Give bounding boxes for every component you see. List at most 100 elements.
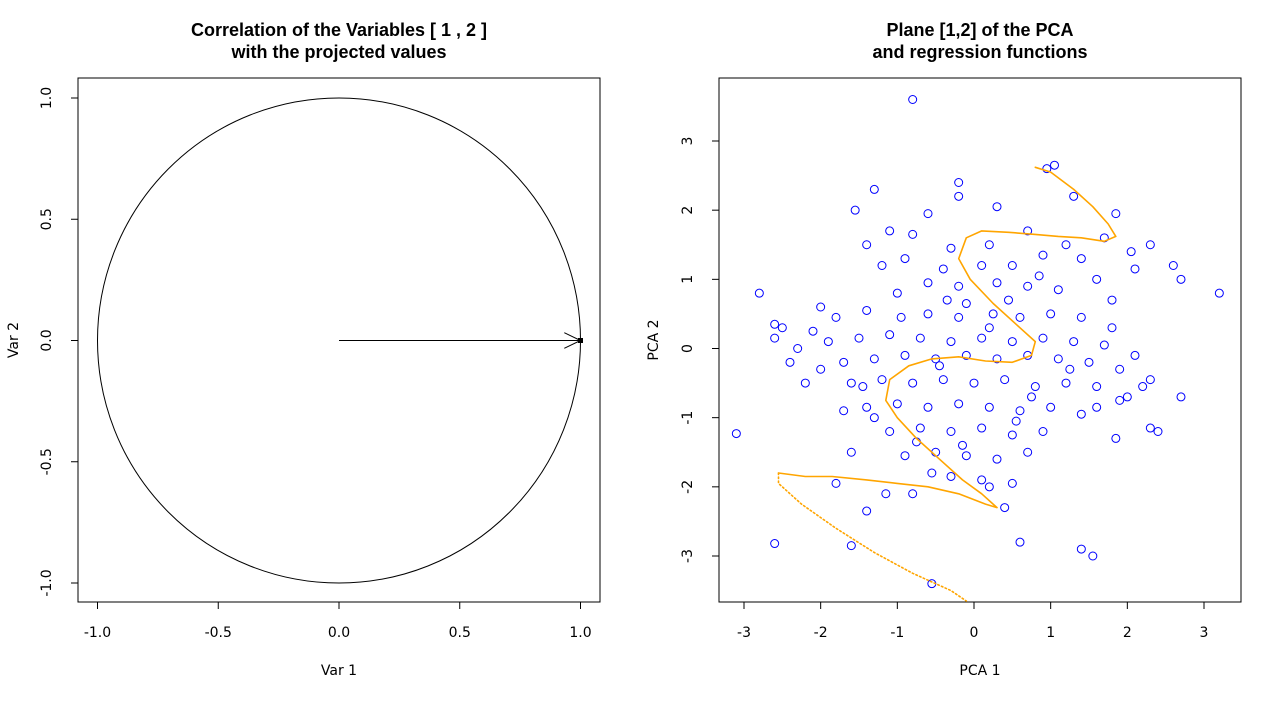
regression-curve-dotted — [777, 472, 968, 602]
data-point — [1038, 250, 1048, 260]
data-point — [1007, 261, 1017, 270]
y-tick-label: 2 — [680, 206, 696, 215]
data-point — [1145, 375, 1155, 385]
data-point — [1107, 295, 1117, 305]
data-point — [1038, 333, 1048, 343]
data-point — [896, 312, 906, 322]
data-point — [1088, 551, 1098, 561]
data-point — [961, 451, 971, 461]
data-point — [1115, 395, 1125, 405]
data-point — [977, 475, 987, 485]
data-point — [885, 226, 895, 236]
data-point — [1076, 312, 1086, 322]
data-point — [1065, 364, 1075, 374]
data-point — [850, 205, 860, 215]
chart2-y-axis-title: PCA 2 — [646, 319, 662, 360]
data-point — [1038, 427, 1048, 436]
chart1-content — [97, 97, 583, 584]
data-point — [877, 375, 887, 385]
pca-plane-chart: Plane [1,2] of the PCA and regression fu… — [646, 20, 1242, 679]
data-point — [958, 440, 967, 450]
y-tick-label: 1 — [680, 275, 696, 284]
data-point — [1092, 382, 1102, 392]
data-point — [923, 402, 933, 412]
chart2-title-line1: Plane [1,2] of the PCA — [886, 20, 1073, 40]
data-point — [954, 399, 964, 409]
data-point — [1027, 392, 1036, 402]
data-point — [908, 95, 918, 104]
data-point — [992, 454, 1002, 464]
y-tick-label: -2 — [680, 480, 696, 494]
data-point — [935, 361, 944, 371]
data-point — [1107, 323, 1117, 333]
x-tick-label: -1 — [890, 625, 904, 641]
variable-point — [578, 338, 583, 343]
data-point — [808, 326, 818, 336]
data-point — [954, 312, 964, 322]
chart2-x-axis-title: PCA 1 — [959, 663, 1000, 679]
data-point — [869, 354, 879, 364]
data-point — [946, 427, 956, 436]
data-point — [1111, 209, 1121, 219]
data-point — [1050, 160, 1059, 170]
data-point — [854, 333, 864, 343]
data-point — [1023, 281, 1033, 291]
data-point — [862, 506, 872, 516]
data-point — [969, 378, 979, 388]
x-tick-label: 0.5 — [449, 625, 471, 641]
data-point — [961, 299, 971, 309]
data-point — [977, 423, 987, 433]
data-point — [908, 489, 918, 499]
data-point — [858, 382, 868, 392]
data-point — [885, 427, 895, 436]
chart2-axes: -3 -2 -1 0 1 2 3 -3 -2 -1 0 1 2 3 — [680, 137, 1208, 641]
data-point — [1130, 264, 1140, 274]
data-point — [908, 378, 918, 388]
y-tick-label: 0.5 — [39, 208, 55, 230]
chart1-title-line1: Correlation of the Variables [ 1 , 2 ] — [191, 20, 487, 40]
data-point — [785, 357, 795, 367]
data-point — [1176, 392, 1186, 402]
y-tick-label: -1.0 — [39, 569, 55, 596]
data-point — [862, 240, 872, 250]
data-point — [961, 350, 971, 360]
data-point — [900, 350, 910, 360]
data-point — [869, 413, 879, 423]
data-point — [816, 302, 826, 312]
data-point — [1076, 544, 1086, 554]
data-point — [1061, 240, 1071, 250]
x-tick-label: 0.0 — [328, 625, 350, 641]
data-point — [881, 489, 891, 499]
data-point — [731, 429, 741, 439]
y-tick-label: 1.0 — [39, 87, 55, 109]
data-point — [946, 243, 956, 253]
x-tick-label: 1 — [1046, 625, 1055, 641]
data-point — [1168, 261, 1178, 270]
correlation-circle-chart: Correlation of the Variables [ 1 , 2 ] w… — [6, 20, 601, 679]
data-point — [862, 402, 872, 412]
data-point — [1004, 295, 1013, 305]
data-point — [954, 281, 964, 291]
data-point — [869, 184, 879, 194]
chart1-x-axis-title: Var 1 — [321, 663, 357, 679]
data-point — [1023, 447, 1033, 457]
chart2-content — [731, 95, 1224, 602]
data-point — [846, 378, 856, 388]
data-point — [984, 402, 994, 412]
data-point — [923, 278, 933, 288]
data-point — [831, 312, 841, 322]
data-point — [977, 333, 987, 343]
data-point — [770, 539, 780, 549]
data-point — [1153, 427, 1163, 436]
data-point — [1046, 309, 1056, 319]
data-point — [915, 333, 925, 343]
data-point — [1145, 423, 1155, 433]
data-point — [1007, 478, 1017, 488]
y-tick-label: 3 — [680, 137, 696, 146]
data-point — [823, 337, 833, 347]
y-tick-label: 0 — [680, 344, 696, 353]
data-point — [900, 254, 910, 264]
chart1-axes: -1.0 -0.5 0.0 0.5 1.0 -1.0 -0.5 0.0 0.5 1.0 — [39, 87, 592, 641]
data-point — [877, 261, 887, 270]
data-point — [938, 264, 948, 274]
